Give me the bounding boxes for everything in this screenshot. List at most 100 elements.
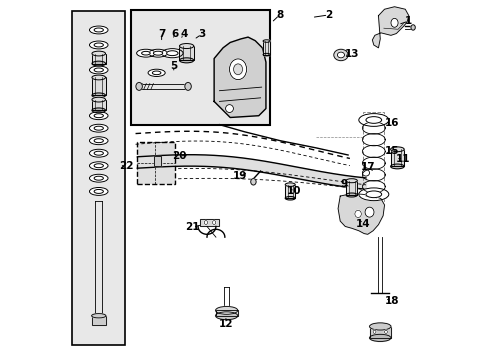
Bar: [92, 100, 105, 111]
Ellipse shape: [390, 18, 397, 27]
Ellipse shape: [94, 151, 103, 155]
Text: 6: 6: [171, 29, 178, 39]
Ellipse shape: [215, 306, 237, 314]
Text: 22: 22: [119, 161, 133, 171]
Ellipse shape: [225, 105, 233, 112]
Bar: [92, 77, 105, 95]
Text: 19: 19: [233, 171, 247, 181]
Bar: [200, 219, 219, 226]
Ellipse shape: [92, 61, 105, 66]
Ellipse shape: [94, 114, 103, 118]
Text: 4: 4: [180, 29, 187, 39]
Ellipse shape: [148, 49, 167, 57]
Ellipse shape: [233, 64, 242, 75]
Ellipse shape: [345, 193, 357, 197]
Ellipse shape: [89, 26, 108, 34]
Ellipse shape: [89, 124, 108, 132]
Ellipse shape: [184, 82, 191, 90]
Text: 16: 16: [384, 118, 398, 128]
Bar: [263, 41, 270, 55]
Bar: [215, 310, 237, 316]
Polygon shape: [214, 37, 265, 117]
Ellipse shape: [390, 147, 404, 152]
Text: 20: 20: [172, 151, 186, 161]
Text: 13: 13: [344, 49, 358, 59]
Ellipse shape: [358, 114, 388, 126]
Ellipse shape: [337, 52, 344, 58]
Ellipse shape: [354, 210, 361, 217]
Ellipse shape: [136, 82, 142, 90]
Ellipse shape: [365, 207, 373, 217]
Ellipse shape: [92, 108, 105, 113]
Bar: [369, 327, 390, 338]
Ellipse shape: [89, 66, 108, 74]
Ellipse shape: [345, 179, 357, 183]
Ellipse shape: [365, 191, 381, 198]
Text: 11: 11: [395, 154, 410, 163]
Ellipse shape: [215, 312, 237, 320]
Text: 10: 10: [286, 186, 301, 197]
Ellipse shape: [94, 126, 103, 130]
Ellipse shape: [358, 188, 388, 201]
Ellipse shape: [365, 117, 381, 123]
Bar: [179, 46, 193, 60]
Bar: [91, 316, 106, 325]
Bar: [131, 10, 269, 125]
Text: 12: 12: [218, 319, 233, 329]
Ellipse shape: [212, 221, 215, 225]
Ellipse shape: [89, 41, 108, 49]
Bar: [369, 327, 390, 338]
Ellipse shape: [89, 149, 108, 157]
Bar: [179, 46, 193, 60]
Ellipse shape: [94, 68, 103, 72]
Bar: [215, 310, 237, 316]
Ellipse shape: [94, 28, 103, 32]
Bar: [200, 219, 219, 226]
Bar: [92, 54, 105, 64]
Ellipse shape: [92, 97, 105, 102]
Bar: [263, 41, 270, 55]
Ellipse shape: [89, 112, 108, 120]
Ellipse shape: [91, 314, 106, 318]
Bar: [363, 112, 383, 202]
Text: 18: 18: [384, 296, 398, 306]
Bar: [345, 181, 357, 195]
Bar: [91, 316, 106, 325]
Ellipse shape: [333, 49, 347, 61]
Ellipse shape: [89, 137, 108, 145]
Bar: [72, 11, 125, 345]
Ellipse shape: [390, 164, 404, 169]
Ellipse shape: [89, 188, 108, 195]
Ellipse shape: [94, 189, 103, 193]
Bar: [285, 185, 295, 198]
Text: 2: 2: [324, 10, 331, 20]
Ellipse shape: [94, 43, 103, 47]
Ellipse shape: [94, 176, 103, 180]
Polygon shape: [372, 7, 408, 48]
Ellipse shape: [369, 323, 390, 330]
Ellipse shape: [285, 183, 295, 186]
Text: 17: 17: [360, 162, 374, 172]
Ellipse shape: [89, 174, 108, 182]
Ellipse shape: [94, 139, 103, 143]
Ellipse shape: [263, 40, 270, 42]
Ellipse shape: [285, 197, 295, 200]
Bar: [92, 54, 105, 64]
Text: 9: 9: [340, 179, 346, 189]
Ellipse shape: [92, 51, 105, 56]
Bar: [154, 157, 161, 166]
Ellipse shape: [372, 330, 375, 333]
Ellipse shape: [362, 170, 369, 176]
Bar: [92, 77, 105, 95]
Text: 1: 1: [405, 16, 411, 26]
Text: 8: 8: [275, 10, 283, 20]
Text: 14: 14: [355, 219, 370, 229]
Text: 15: 15: [384, 147, 398, 157]
Bar: [345, 181, 357, 195]
Text: 21: 21: [185, 222, 200, 232]
Ellipse shape: [369, 334, 390, 342]
Ellipse shape: [89, 162, 108, 170]
Text: 5: 5: [170, 61, 177, 71]
Polygon shape: [337, 194, 384, 234]
Bar: [390, 149, 404, 166]
